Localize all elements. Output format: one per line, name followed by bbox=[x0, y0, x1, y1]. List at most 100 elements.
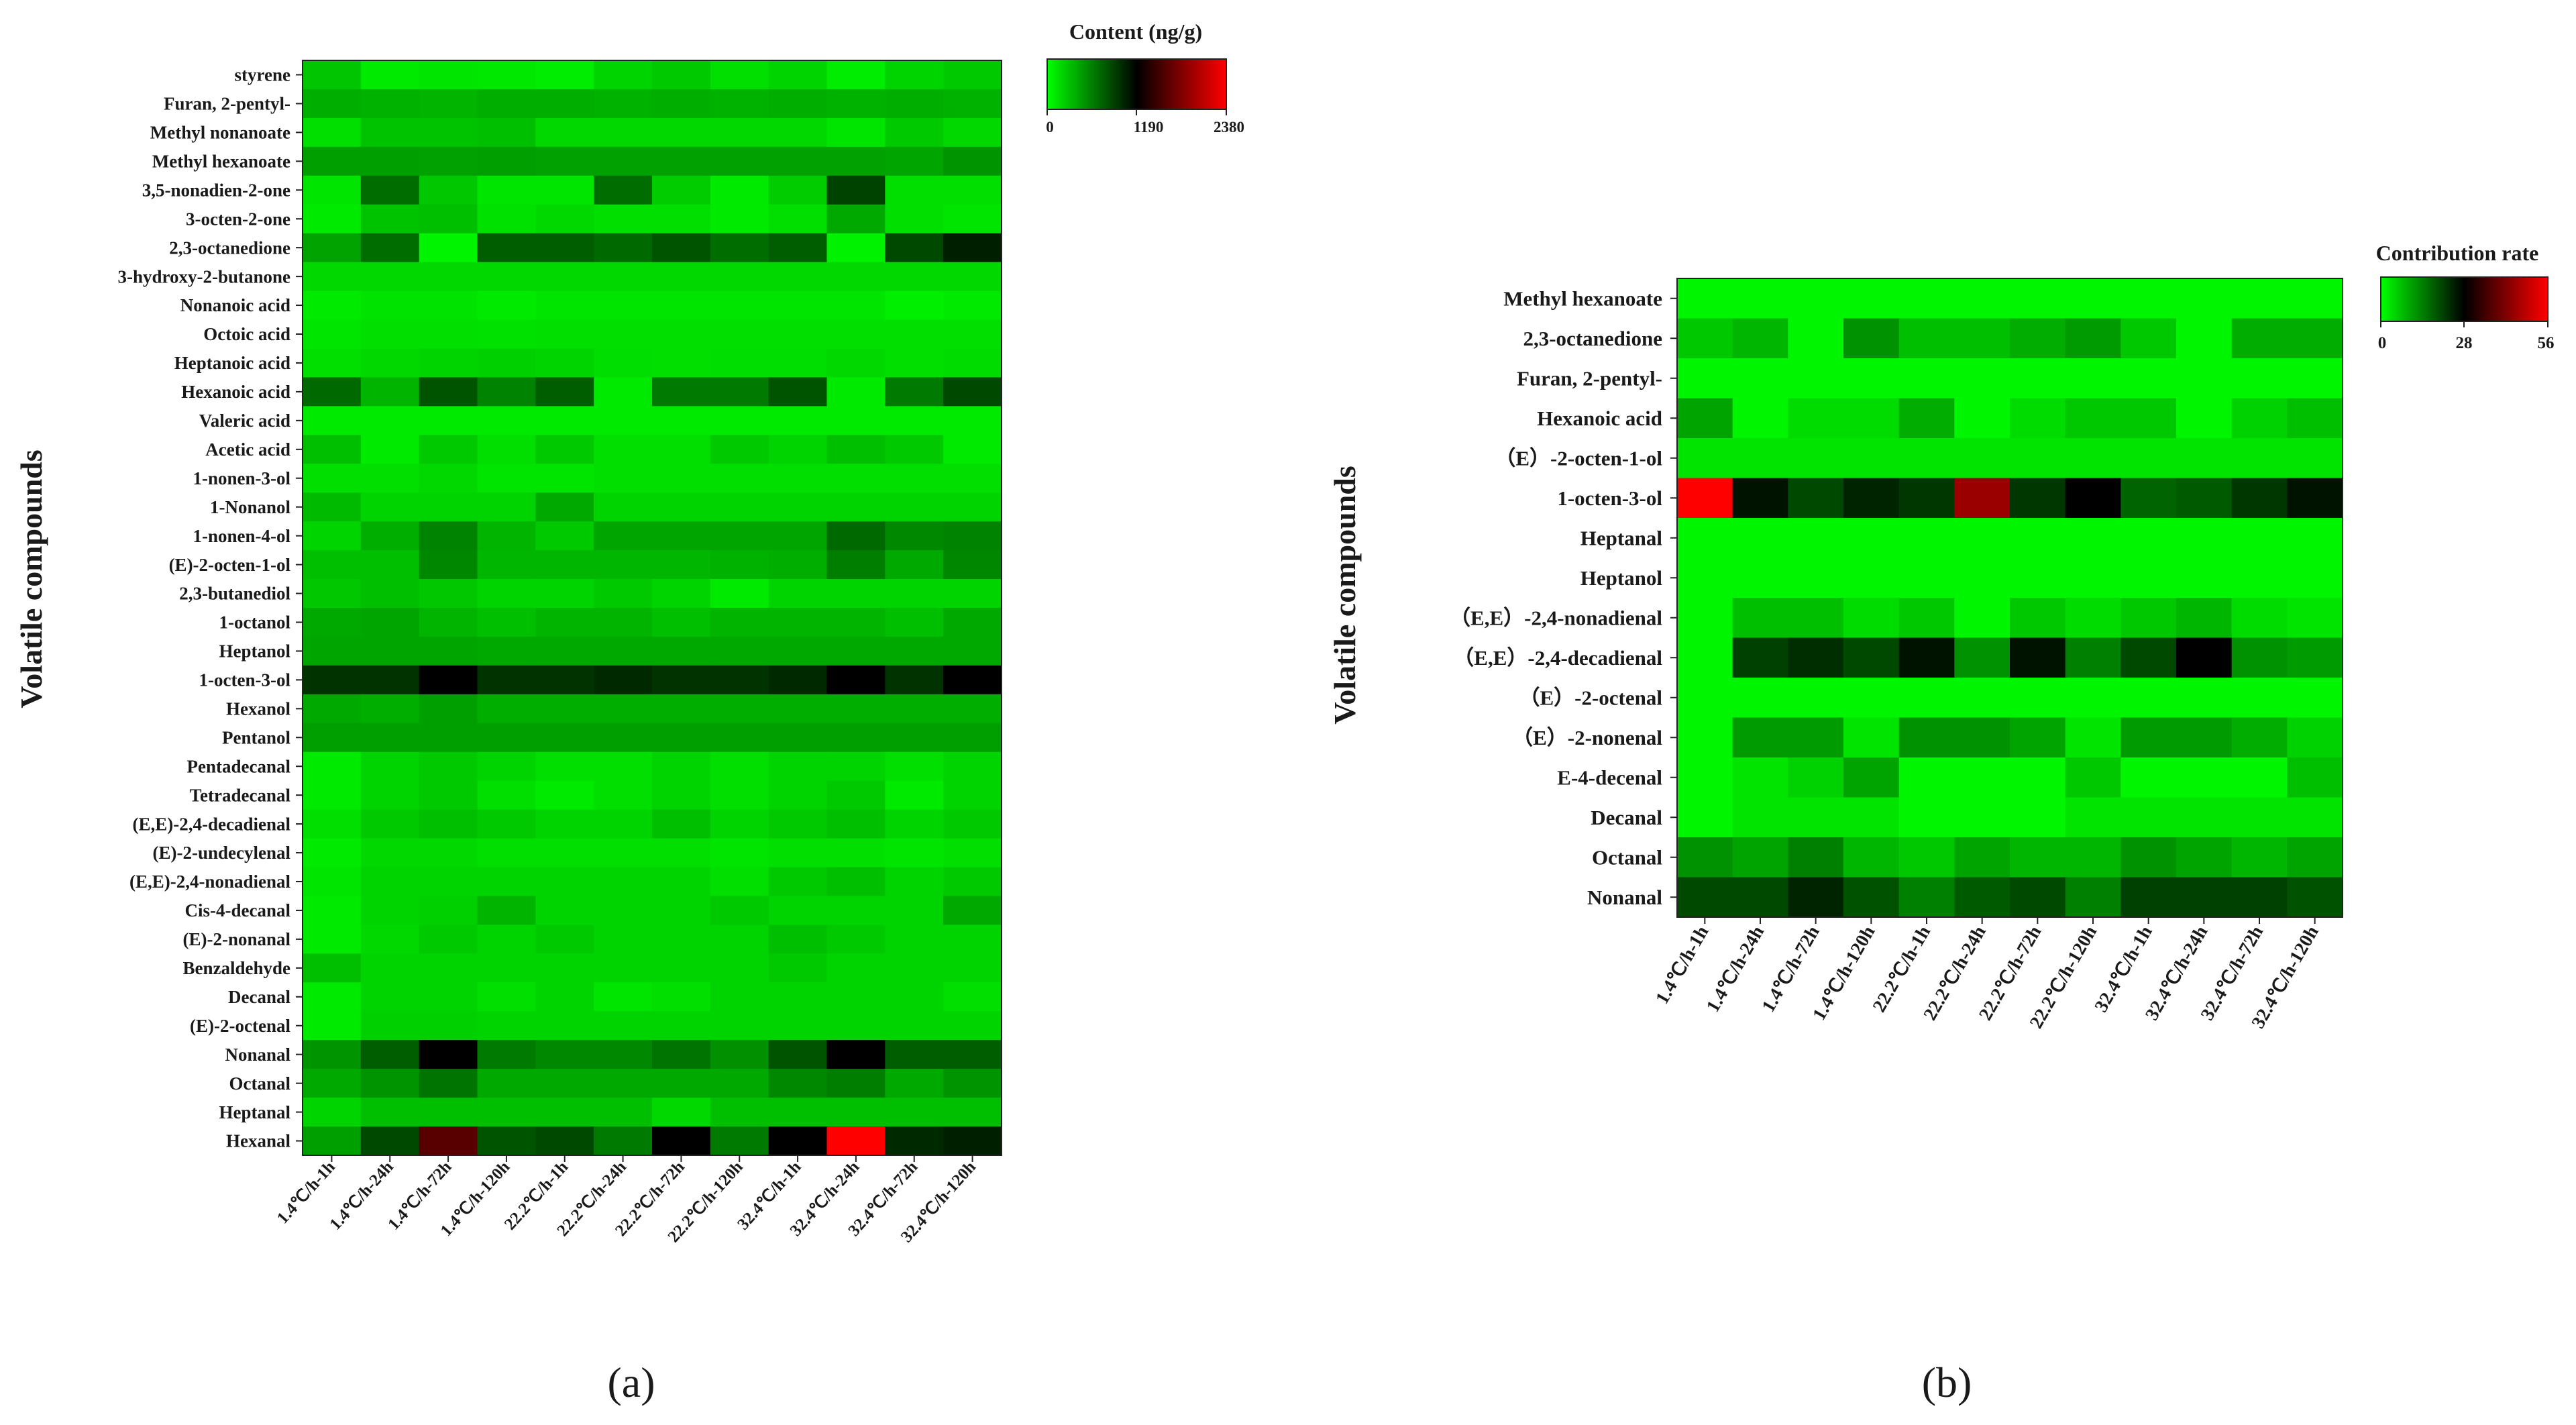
heatmap-cell bbox=[1788, 757, 1844, 798]
heatmap-cell bbox=[1732, 278, 1788, 319]
heatmap-cell bbox=[2176, 797, 2233, 838]
heatmap-cell bbox=[768, 1098, 828, 1127]
heatmap-cell bbox=[303, 262, 362, 292]
heatmap-cell bbox=[1954, 637, 2010, 678]
heatmap-cell bbox=[710, 233, 769, 263]
heatmap-cell bbox=[885, 1098, 944, 1127]
heatmap-cell bbox=[710, 348, 769, 378]
row-label: Pentadecanal bbox=[187, 756, 291, 776]
heatmap-cell bbox=[594, 406, 653, 435]
heatmap-cell bbox=[826, 435, 885, 464]
heatmap-cell bbox=[710, 694, 769, 724]
heatmap-cell bbox=[594, 1098, 653, 1127]
heatmap-cell bbox=[943, 867, 1002, 897]
heatmap-cell bbox=[1843, 877, 1900, 918]
heatmap-cell bbox=[1677, 438, 1733, 479]
heatmap-cell bbox=[360, 117, 420, 148]
heatmap-cell bbox=[826, 1126, 885, 1156]
heatmap-cell bbox=[477, 492, 536, 522]
row-label: styrene bbox=[235, 65, 290, 85]
heatmap-cell bbox=[2065, 558, 2121, 598]
heatmap-cell bbox=[768, 608, 828, 637]
heatmap-cell bbox=[943, 117, 1002, 148]
heatmap-cell bbox=[419, 925, 478, 954]
heatmap-cell bbox=[477, 982, 536, 1012]
heatmap-cell bbox=[2231, 637, 2288, 678]
heatmap-cell bbox=[2010, 678, 2066, 719]
heatmap-cell bbox=[477, 319, 536, 350]
heatmap-cell bbox=[535, 809, 594, 839]
heatmap-cell bbox=[652, 348, 711, 378]
heatmap-cell bbox=[477, 636, 536, 666]
heatmap-cell bbox=[419, 521, 478, 551]
row-label: 1-nonen-4-ol bbox=[193, 526, 290, 546]
heatmap-cell bbox=[360, 60, 420, 90]
legend-tick-max-a: 2380 bbox=[1214, 119, 1244, 136]
heatmap-cell bbox=[2287, 877, 2343, 918]
heatmap-cell bbox=[2121, 518, 2177, 559]
heatmap-cell bbox=[2176, 278, 2233, 319]
heatmap-cell bbox=[419, 838, 478, 868]
heatmap-cell bbox=[303, 1040, 362, 1069]
heatmap-cell bbox=[943, 636, 1002, 666]
heatmap-cell bbox=[652, 608, 711, 637]
row-label: （E,E）-2,4-nonadienal bbox=[1450, 606, 1662, 629]
heatmap-cell bbox=[360, 319, 420, 350]
heatmap-cell bbox=[943, 262, 1002, 292]
heatmap-cell bbox=[768, 896, 828, 926]
heatmap-cell bbox=[710, 1098, 769, 1127]
heatmap-cell bbox=[885, 1011, 944, 1041]
heatmap-cell bbox=[419, 896, 478, 926]
heatmap-cell bbox=[2231, 877, 2288, 918]
heatmap-cell bbox=[1954, 438, 2010, 479]
heatmap-cell bbox=[477, 291, 536, 321]
heatmap-cell bbox=[1954, 398, 2010, 439]
heatmap-cell bbox=[710, 780, 769, 810]
heatmap-cell bbox=[1732, 398, 1788, 439]
heatmap-cell bbox=[360, 751, 420, 782]
heatmap-cell bbox=[2010, 877, 2066, 918]
heatmap-cell bbox=[2231, 717, 2288, 758]
heatmap-cell bbox=[2231, 678, 2288, 719]
row-label: Hexanol bbox=[226, 699, 291, 719]
row-label: （E）-2-nonenal bbox=[1512, 726, 1662, 749]
heatmap-cell bbox=[2176, 837, 2233, 878]
heatmap-cell bbox=[419, 60, 478, 90]
heatmap-cell bbox=[1898, 877, 1955, 918]
row-label: Hexanoic acid bbox=[1537, 407, 1662, 430]
heatmap-cell bbox=[2287, 438, 2343, 479]
heatmap-cell bbox=[710, 953, 769, 983]
heatmap-cell bbox=[2065, 797, 2121, 838]
heatmap-cell bbox=[419, 319, 478, 350]
heatmap-cell bbox=[710, 117, 769, 148]
heatmap-cell bbox=[2287, 637, 2343, 678]
heatmap-cell bbox=[535, 464, 594, 493]
heatmap-cell bbox=[2121, 637, 2177, 678]
heatmap-cell bbox=[1898, 598, 1955, 639]
panel-label-b: (b) bbox=[1922, 1359, 1972, 1406]
panel-a: styrene Furan, 2-pentyl- Methyl nonanoate M… bbox=[14, 19, 1244, 1406]
heatmap-cell bbox=[1954, 797, 2010, 838]
panel-b: Methyl hexanoate 2,3-octanedione Furan, 2-… bbox=[1328, 241, 2555, 1406]
heatmap-cell bbox=[419, 464, 478, 493]
heatmap-cell bbox=[1677, 637, 1733, 678]
heatmap-cell bbox=[652, 896, 711, 926]
heatmap-cell bbox=[885, 723, 944, 753]
row-label: (E)-2-undecylenal bbox=[153, 843, 291, 863]
heatmap-cell bbox=[303, 1069, 362, 1098]
heatmap-cell bbox=[885, 233, 944, 263]
heatmap-cell bbox=[826, 867, 885, 897]
heatmap-cell bbox=[2010, 637, 2066, 678]
heatmap-cell bbox=[2287, 518, 2343, 559]
heatmap-cell bbox=[2065, 358, 2121, 399]
heatmap-cell bbox=[419, 377, 478, 407]
row-label: Octanal bbox=[1592, 845, 1662, 869]
heatmap-cell bbox=[1954, 558, 2010, 598]
heatmap-cell bbox=[303, 896, 362, 926]
heatmap-cell bbox=[477, 89, 536, 119]
heatmap-cell bbox=[652, 867, 711, 897]
heatmap-cell bbox=[477, 1069, 536, 1098]
heatmap-cell bbox=[710, 1011, 769, 1041]
heatmap-a-cells bbox=[303, 60, 1002, 1156]
heatmap-cell bbox=[2176, 678, 2233, 719]
